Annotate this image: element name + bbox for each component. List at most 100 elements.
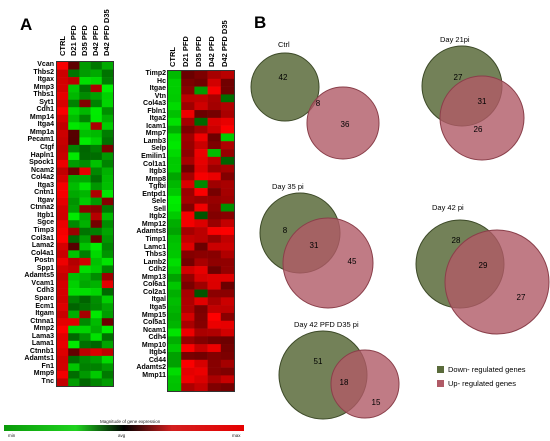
gene-label: Spp1 bbox=[36, 264, 54, 272]
gene-label: Itgb3 bbox=[149, 168, 166, 176]
heatmap-cell bbox=[181, 266, 195, 275]
heatmap-cell bbox=[168, 344, 182, 353]
heatmap-cell bbox=[181, 289, 195, 298]
gene-label: Hc bbox=[157, 77, 166, 85]
heatmap-cell bbox=[168, 203, 182, 212]
heatmap-cell bbox=[57, 220, 69, 229]
heatmap-cell bbox=[194, 71, 208, 80]
heatmap-cell bbox=[90, 159, 103, 168]
heatmap-cell bbox=[101, 152, 113, 161]
heatmap-cell bbox=[79, 272, 91, 281]
heatmap-cell bbox=[194, 281, 208, 290]
gene-label: Mmp3 bbox=[33, 83, 54, 91]
heatmap-cell bbox=[57, 212, 69, 221]
heatmap-cell bbox=[194, 336, 208, 345]
gene-label: Entpd1 bbox=[142, 190, 166, 198]
heatmap-cell bbox=[90, 99, 103, 108]
heatmap-cell bbox=[57, 318, 69, 327]
heatmap-cell bbox=[57, 167, 69, 176]
heatmap-cell bbox=[181, 227, 195, 236]
heatmap-cell bbox=[68, 363, 80, 372]
gene-label: Mmp8 bbox=[145, 175, 166, 183]
heatmap-cell bbox=[194, 297, 208, 306]
heatmap-cell bbox=[168, 367, 182, 376]
heatmap-cell bbox=[101, 340, 113, 349]
heatmap-cell bbox=[68, 77, 80, 85]
heatmap-cell bbox=[79, 333, 91, 342]
heatmap-cell bbox=[220, 188, 234, 197]
heatmap-2 bbox=[167, 70, 235, 392]
heatmap-cell bbox=[90, 190, 103, 198]
heatmap-cell bbox=[68, 333, 80, 342]
heatmap-cell bbox=[220, 305, 234, 314]
heatmap-cell bbox=[207, 258, 222, 267]
heatmap-cell bbox=[57, 92, 69, 100]
heatmap-cell bbox=[207, 312, 222, 322]
gene-label: Itgam bbox=[35, 310, 54, 318]
gene-label: Selp bbox=[151, 145, 166, 153]
heatmap-cell bbox=[220, 78, 234, 87]
heatmap-cell bbox=[168, 305, 182, 314]
heatmap-cell bbox=[57, 250, 69, 259]
heatmap-cell bbox=[57, 114, 69, 123]
heatmap-cell bbox=[181, 281, 195, 290]
venn-ctrl-title: Ctrl bbox=[278, 40, 290, 49]
heatmap-cell bbox=[101, 333, 113, 342]
gene-label: Mmp9 bbox=[33, 370, 54, 378]
heatmap-cell bbox=[194, 188, 208, 197]
heatmap-cell bbox=[90, 114, 103, 123]
heatmap-cell bbox=[79, 370, 91, 379]
heatmap-cell bbox=[181, 383, 195, 391]
gene-label: Mmp14 bbox=[29, 113, 54, 121]
hm1-gene-labels: Vcan Thbs2 Itgax Mmp3 Thbs1 Syt1 Cdh1 Mmp14 Itga… bbox=[4, 61, 54, 386]
heatmap-cell bbox=[168, 320, 182, 329]
heatmap-cell bbox=[181, 195, 195, 204]
heatmap-cell bbox=[168, 281, 182, 290]
heatmap-cell bbox=[194, 195, 208, 204]
heatmap-cell bbox=[68, 167, 80, 176]
heatmap-cell bbox=[207, 383, 222, 391]
heatmap-cell bbox=[207, 242, 222, 251]
heatmap-cell bbox=[207, 125, 222, 134]
heatmap-cell bbox=[168, 156, 182, 165]
legend-down-label: Down- regulated genes bbox=[448, 365, 526, 374]
heatmap-cell bbox=[68, 69, 80, 78]
venn-d42pfd-overlap: 18 bbox=[340, 378, 349, 387]
heatmap-cell bbox=[220, 141, 234, 150]
heatmap-cell bbox=[101, 84, 113, 93]
heatmap-cell bbox=[101, 220, 113, 229]
heatmap-cell bbox=[90, 288, 103, 296]
heatmap-cell bbox=[68, 92, 80, 100]
heatmap-cell bbox=[79, 129, 91, 138]
heatmap-cell bbox=[168, 141, 182, 150]
heatmap-cell bbox=[194, 164, 208, 173]
heatmap-cell bbox=[101, 129, 113, 138]
heatmap-cell bbox=[68, 190, 80, 198]
venn-ctrl-overlap: 8 bbox=[316, 99, 321, 108]
heatmap-cell bbox=[90, 227, 103, 236]
gene-label: Ctgf bbox=[40, 144, 54, 152]
gene-label: Itga5 bbox=[149, 303, 166, 311]
heatmap-cell bbox=[181, 164, 195, 173]
gene-label: Sele bbox=[151, 198, 166, 206]
heatmap-cell bbox=[220, 242, 234, 251]
heatmap-cell bbox=[79, 212, 91, 221]
heatmap-cell bbox=[207, 156, 222, 165]
venn-ctrl: 42 8 36 bbox=[250, 52, 380, 160]
heatmap-cell bbox=[101, 167, 113, 176]
heatmap-cell bbox=[79, 144, 91, 153]
heatmap-cell bbox=[79, 175, 91, 183]
heatmap-cell bbox=[207, 227, 222, 236]
gene-label: Itgax bbox=[37, 76, 54, 84]
heatmap-cell bbox=[220, 328, 234, 337]
gene-label: Tgfbi bbox=[148, 183, 166, 191]
heatmap-cell bbox=[194, 234, 208, 244]
heatmap-cell bbox=[220, 320, 234, 329]
gene-label: Lamb2 bbox=[143, 258, 166, 266]
heatmap-cell bbox=[181, 211, 195, 220]
venn-d21-up: 26 bbox=[474, 125, 483, 134]
venn-d21-overlap: 31 bbox=[478, 97, 487, 106]
heatmap-cell bbox=[79, 280, 91, 289]
heatmap-cell bbox=[168, 227, 182, 236]
heatmap-cell bbox=[207, 172, 222, 181]
